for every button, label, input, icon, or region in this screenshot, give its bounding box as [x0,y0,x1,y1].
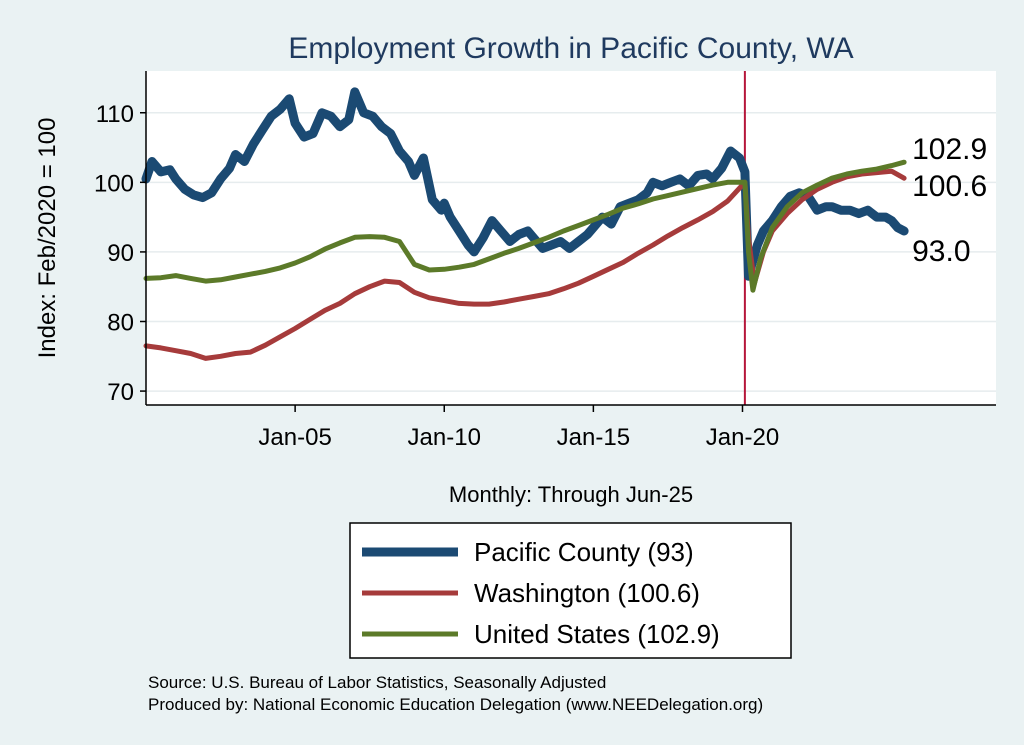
legend-label-pacific-county: Pacific County (93) [474,537,694,567]
chart-title: Employment Growth in Pacific County, WA [288,32,853,65]
x-tick-label-jan-05: Jan-05 [258,424,331,451]
x-tick-label-jan-10: Jan-10 [408,424,481,451]
y-tick-label-100: 100 [94,170,134,197]
legend-label-washington: Washington (100.6) [474,578,700,608]
y-tick-labels: 70 80 90 100 110 [94,101,146,406]
source-note: Source: U.S. Bureau of Labor Statistics,… [148,673,606,692]
axes [145,71,996,406]
series-line-pacific-county [141,87,909,281]
legend-label-united-states: United States (102.9) [474,619,720,649]
y-axis-label: Index: Feb/2020 = 100 [34,118,61,359]
x-tick-label-jan-15: Jan-15 [557,424,630,451]
end-label-pacific-county: 93.0 [912,235,970,268]
end-label-washington: 100.6 [912,170,987,203]
produced-by-note: Produced by: National Economic Education… [148,695,763,714]
x-axis-label: Monthly: Through Jun-25 [449,482,693,507]
y-tick-label-80: 80 [107,310,134,337]
end-label-united-states: 102.9 [912,133,987,166]
series-lines [141,87,909,361]
end-value-labels: 102.9 100.6 93.0 [912,133,987,268]
x-tick-labels: Jan-05 Jan-10 Jan-15 Jan-20 [258,405,779,451]
x-tick-label-jan-20: Jan-20 [706,424,779,451]
y-tick-label-70: 70 [107,379,134,406]
y-tick-label-110: 110 [96,101,134,128]
series-line-united-states [143,159,907,293]
plot-area [146,71,996,405]
legend: Pacific County (93) Washington (100.6) U… [349,522,792,659]
y-tick-label-90: 90 [107,240,134,267]
